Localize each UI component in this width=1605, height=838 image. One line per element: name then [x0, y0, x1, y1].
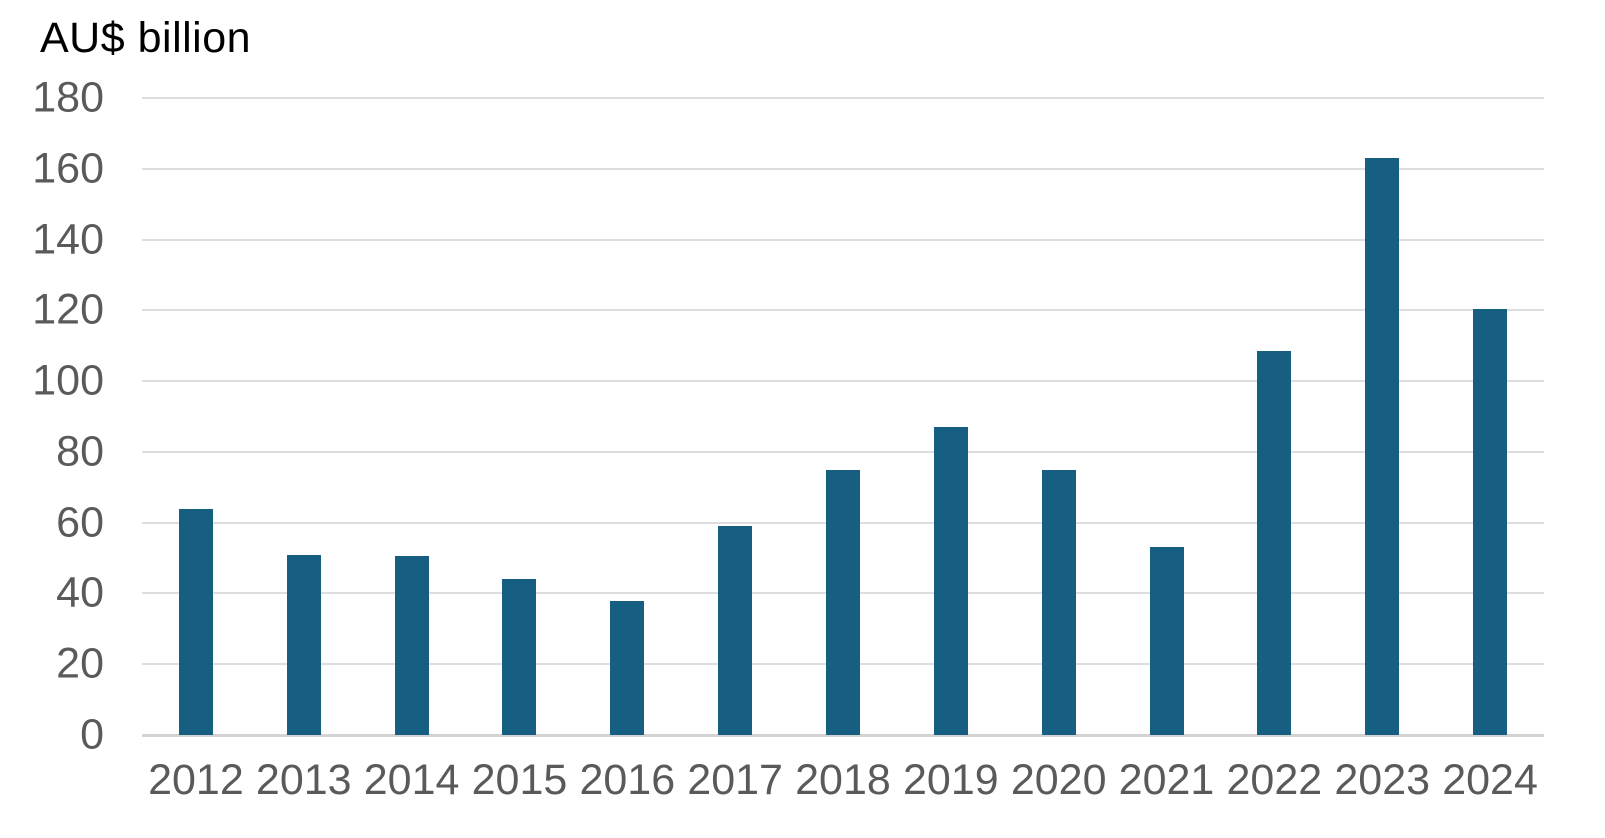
- gridline: [142, 167, 1544, 170]
- bar-2012: [178, 508, 213, 735]
- bar-slot-2024: [1436, 98, 1544, 735]
- y-tick-label: 60: [56, 498, 104, 547]
- x-tick-label-2013: 2013: [255, 756, 352, 804]
- bar-2020: [1041, 469, 1076, 735]
- x-tick-label-2014: 2014: [363, 756, 460, 804]
- gridline: [142, 380, 1544, 383]
- y-tick-label: 180: [32, 73, 104, 122]
- x-tick-label-2016: 2016: [579, 756, 676, 804]
- x-tick-label-2017: 2017: [687, 756, 783, 804]
- y-tick-label: 160: [32, 144, 104, 193]
- bar-slot-2015: [466, 98, 574, 735]
- bars-row: [142, 98, 1544, 735]
- bar-slot-2014: [358, 98, 466, 735]
- bar-slot-2012: [142, 98, 250, 735]
- bar-2018: [825, 469, 860, 735]
- x-tick-label-2021: 2021: [1118, 756, 1215, 804]
- bar-slot-2016: [573, 98, 681, 735]
- x-tick-label-2022: 2022: [1226, 756, 1323, 804]
- bar-2022: [1257, 351, 1292, 735]
- bar-2015: [502, 579, 537, 735]
- x-axis-line: [142, 734, 1544, 737]
- y-tick-label: 80: [56, 427, 104, 476]
- y-tick-label: 20: [56, 639, 104, 688]
- gridline: [142, 450, 1544, 453]
- bar-slot-2023: [1328, 98, 1436, 735]
- gridline: [142, 238, 1544, 241]
- x-tick-label-2020: 2020: [1010, 756, 1107, 804]
- bar-2023: [1365, 158, 1400, 735]
- y-tick-label: 100: [32, 356, 104, 405]
- bar-slot-2019: [897, 98, 1005, 735]
- gridline: [142, 309, 1544, 312]
- bar-2021: [1149, 547, 1184, 735]
- y-tick-label: 120: [32, 285, 104, 334]
- x-tick-label-2019: 2019: [902, 756, 999, 804]
- x-axis: 2012 2013 2014 2015 2016 2017 2018 2019 2020 2021…: [142, 757, 1544, 803]
- x-tick-label-2012: 2012: [148, 756, 244, 804]
- bar-2014: [394, 556, 429, 735]
- bar-2019: [933, 427, 968, 735]
- bar-slot-2022: [1220, 98, 1328, 735]
- y-tick-label: 0: [80, 710, 104, 759]
- bar-2016: [610, 600, 645, 735]
- gridline: [142, 97, 1544, 99]
- x-tick-label-2023: 2023: [1334, 756, 1431, 804]
- plot-area: [142, 97, 1544, 737]
- bar-2013: [286, 554, 321, 735]
- x-tick-label-2024: 2024: [1442, 756, 1538, 804]
- bar-slot-2013: [250, 98, 358, 735]
- bar-2024: [1473, 308, 1508, 735]
- bar-slot-2021: [1113, 98, 1221, 735]
- y-tick-label: 140: [32, 215, 104, 264]
- y-tick-label: 40: [56, 568, 104, 617]
- bar-slot-2018: [789, 98, 897, 735]
- bar-slot-2020: [1005, 98, 1113, 735]
- bar-2017: [718, 526, 753, 735]
- chart-title: AU$ billion: [40, 14, 252, 62]
- bar-slot-2017: [681, 98, 789, 735]
- x-tick-label-2018: 2018: [795, 756, 891, 804]
- x-tick-label-2015: 2015: [471, 756, 568, 804]
